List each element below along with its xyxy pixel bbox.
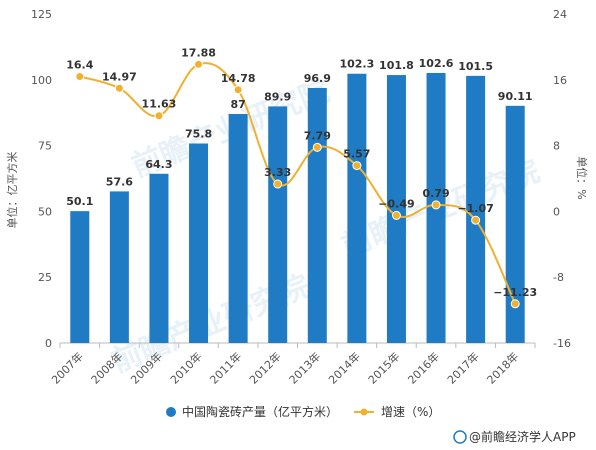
growth-point <box>510 299 520 309</box>
bar <box>307 87 327 343</box>
bar <box>386 75 406 343</box>
legend-line-marker <box>360 408 368 416</box>
y2-tick-label: 0 <box>553 205 560 218</box>
bar-value-label: 102.3 <box>339 58 374 71</box>
y2-tick-label: 8 <box>553 140 560 153</box>
footer: @前瞻经济学人APP <box>453 429 576 444</box>
growth-value-label: 14.97 <box>102 70 137 83</box>
bar-value-label: 64.3 <box>145 158 172 171</box>
growth-point <box>391 210 401 220</box>
legend-bar-label: 中国陶瓷砖产量（亿平方米） <box>182 404 338 419</box>
bar-value-label: 89.9 <box>264 90 291 103</box>
growth-point <box>431 200 441 210</box>
x-tick-label: 2015年 <box>365 349 402 386</box>
bar <box>70 211 90 343</box>
x-tick-label: 2018年 <box>484 349 521 386</box>
bar <box>228 114 248 344</box>
y-tick-label: 25 <box>38 271 52 284</box>
growth-value-label: 14.78 <box>221 72 256 85</box>
growth-point <box>194 59 204 69</box>
bar-value-label: 50.1 <box>66 195 93 208</box>
growth-value-label: 11.63 <box>142 98 177 111</box>
growth-value-label: 7.79 <box>304 129 331 142</box>
growth-value-label: 0.79 <box>422 187 449 200</box>
brand-logo-icon <box>453 430 467 444</box>
x-tick-label: 2007年 <box>48 349 85 386</box>
legend: 中国陶瓷砖产量（亿平方米） 增速（%） <box>166 404 440 419</box>
growth-value-label: 17.88 <box>181 46 216 59</box>
bar <box>505 105 525 344</box>
data-labels: 50.1 57.6 64.3 75.8 87 89.9 96.9 102.3 101.8 102.… <box>66 46 537 298</box>
footer-source: @前瞻经济学人APP <box>469 429 576 444</box>
growth-value-label: −1.07 <box>457 202 493 215</box>
x-tick-label: 2012年 <box>246 349 283 386</box>
y2-tick-label: -16 <box>553 337 571 350</box>
bar-value-label: 96.9 <box>304 72 331 85</box>
bar-value-label: 102.6 <box>419 57 454 70</box>
line-series <box>75 59 520 309</box>
y-tick-label: 125 <box>31 8 52 21</box>
y2-tick-label: -8 <box>553 271 564 284</box>
bar-value-label: 87 <box>230 98 245 111</box>
growth-point <box>273 179 283 189</box>
y-tick-label: 75 <box>38 140 52 153</box>
legend-line-label: 增速（%） <box>381 405 440 419</box>
growth-point <box>233 85 243 95</box>
bar <box>149 173 169 343</box>
growth-point <box>154 111 164 121</box>
bar-value-label: 90.11 <box>498 90 533 103</box>
bar-value-label: 75.8 <box>185 127 212 140</box>
growth-point <box>312 142 322 152</box>
y-axis-title: 单位：亿平方米 <box>5 152 19 229</box>
bar <box>109 191 129 343</box>
growth-value-label: −0.49 <box>378 197 414 210</box>
y-tick-label: 50 <box>38 205 52 218</box>
bar <box>268 106 288 343</box>
growth-point <box>75 72 85 82</box>
y-tick-label: 100 <box>31 74 52 87</box>
growth-value-label: 16.4 <box>66 59 93 72</box>
growth-point <box>352 161 362 171</box>
x-tick-label: 2013年 <box>286 349 323 386</box>
legend-bar-marker <box>166 407 176 417</box>
growth-value-label: 5.57 <box>343 148 370 161</box>
y-tick-label: 0 <box>45 337 52 350</box>
growth-value-label: 3.33 <box>264 166 291 179</box>
growth-value-label: −11.23 <box>493 286 537 299</box>
bar-value-label: 57.6 <box>106 175 133 188</box>
bar <box>466 75 486 344</box>
x-tick-label: 2017年 <box>444 349 481 386</box>
growth-point <box>114 83 124 93</box>
bar <box>347 73 367 343</box>
y2-tick-label: 16 <box>553 74 567 87</box>
bar <box>189 143 209 343</box>
bar-value-label: 101.8 <box>379 59 414 72</box>
y2-axis-title: 单位：% <box>575 156 589 199</box>
x-tick-label: 2014年 <box>326 349 363 386</box>
x-tick-label: 2011年 <box>207 349 244 386</box>
y2-tick-label: 24 <box>553 8 567 21</box>
growth-point <box>471 215 481 225</box>
x-tick-label: 2016年 <box>405 349 442 386</box>
bar-value-label: 101.5 <box>458 60 493 73</box>
